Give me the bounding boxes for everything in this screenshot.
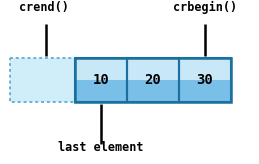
Bar [127,58,179,102]
Text: 30: 30 [197,73,213,87]
Text: 10: 10 [93,73,109,87]
Bar [10,58,75,102]
Bar [75,58,231,102]
Text: crend(): crend() [19,1,69,14]
Text: crbegin(): crbegin() [173,1,237,14]
Bar [75,58,127,102]
Bar [179,58,231,102]
Text: 20: 20 [145,73,161,87]
Text: last element: last element [58,141,144,154]
